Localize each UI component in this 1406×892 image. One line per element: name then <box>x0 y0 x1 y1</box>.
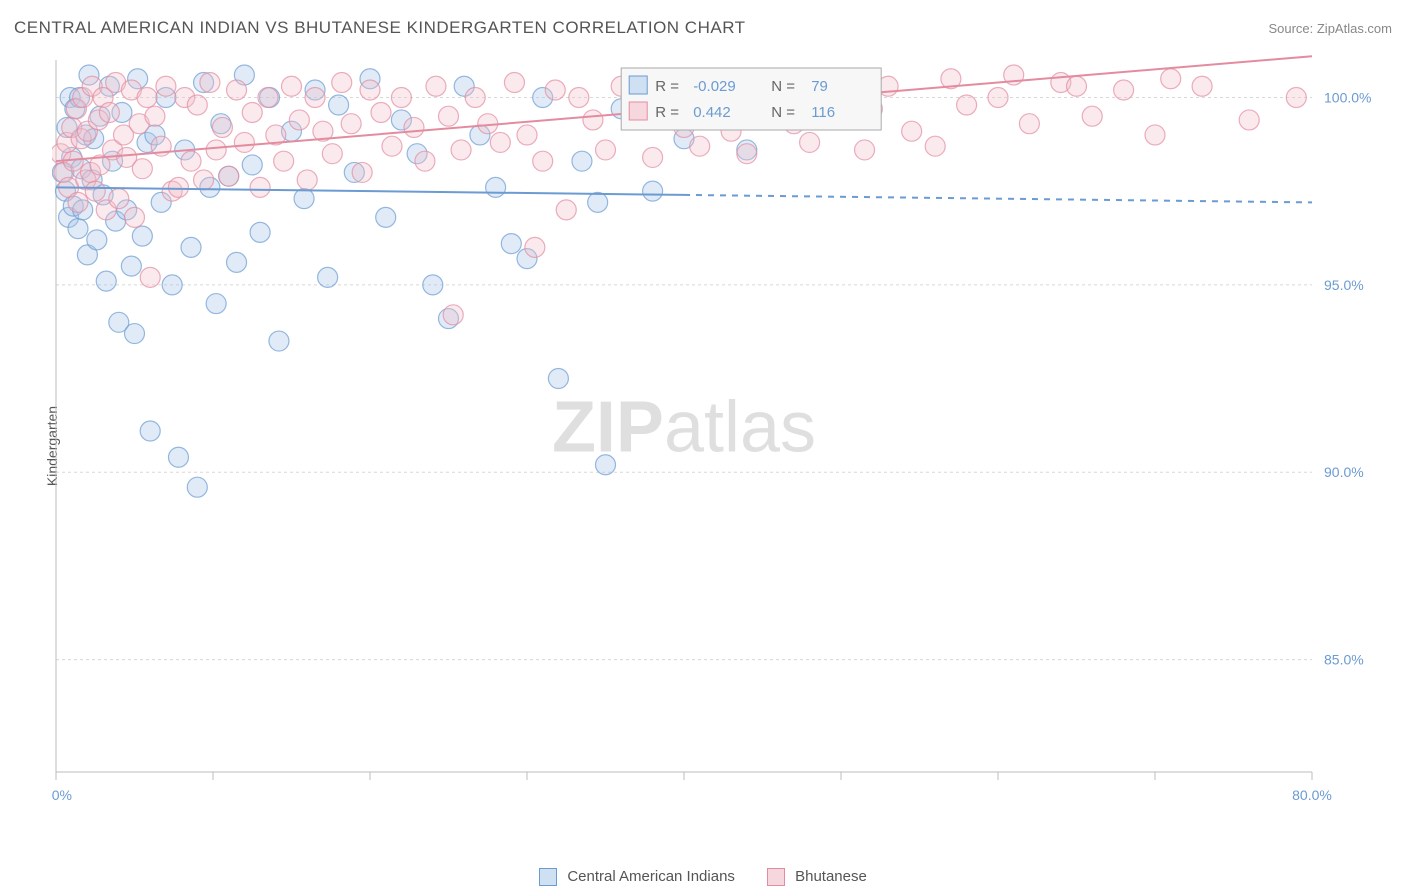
legend-item-bhu: Bhutanese <box>767 868 867 886</box>
svg-text:R =: R = <box>655 78 679 95</box>
svg-text:85.0%: 85.0% <box>1324 652 1364 668</box>
svg-text:N =: N = <box>771 104 795 121</box>
svg-text:-0.029: -0.029 <box>693 78 736 95</box>
svg-text:N =: N = <box>771 78 795 95</box>
svg-text:80.0%: 80.0% <box>1292 787 1332 803</box>
source-label: Source: ZipAtlas.com <box>1268 21 1392 36</box>
scatter-svg: 85.0% 90.0% 95.0% 100.0% 0.0% 80.0% ZIPatlas R … <box>52 52 1392 812</box>
svg-text:90.0%: 90.0% <box>1324 464 1364 480</box>
source-prefix: Source: <box>1268 21 1316 36</box>
svg-text:116: 116 <box>811 104 835 121</box>
plot-area: 85.0% 90.0% 95.0% 100.0% 0.0% 80.0% ZIPatlas R … <box>52 52 1392 812</box>
svg-text:R =: R = <box>655 104 679 121</box>
legend-swatch-bhu <box>767 868 785 886</box>
legend-bottom: Central American Indians Bhutanese <box>0 868 1406 886</box>
legend-item-cai: Central American Indians <box>539 868 735 886</box>
svg-text:95.0%: 95.0% <box>1324 277 1364 293</box>
svg-text:100.0%: 100.0% <box>1324 89 1371 105</box>
svg-text:ZIPatlas: ZIPatlas <box>552 388 816 468</box>
legend-label-bhu: Bhutanese <box>795 868 867 885</box>
source-name: ZipAtlas.com <box>1317 21 1392 36</box>
svg-text:0.442: 0.442 <box>693 104 731 121</box>
chart-title: CENTRAL AMERICAN INDIAN VS BHUTANESE KIN… <box>14 18 746 38</box>
svg-text:79: 79 <box>811 78 828 95</box>
legend-label-cai: Central American Indians <box>567 868 735 885</box>
legend-swatch-cai <box>539 868 557 886</box>
chart-header: CENTRAL AMERICAN INDIAN VS BHUTANESE KIN… <box>14 18 1392 38</box>
svg-text:0.0%: 0.0% <box>52 787 72 803</box>
